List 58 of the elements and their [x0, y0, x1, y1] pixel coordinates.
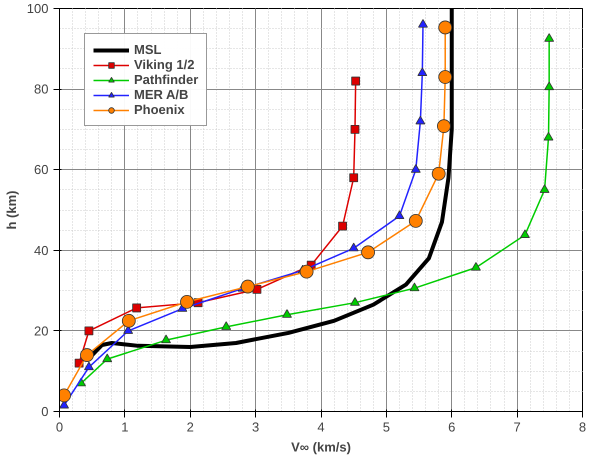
legend-label: Viking 1/2 [134, 57, 194, 72]
point [520, 229, 530, 238]
point [348, 242, 359, 252]
point [350, 125, 360, 134]
x-tick-label: 5 [382, 420, 390, 434]
legend-label: Pathfinder [134, 72, 198, 87]
point [338, 222, 347, 231]
x-tick-label: 1 [121, 420, 128, 434]
point [84, 362, 94, 370]
point [438, 70, 452, 84]
x-tick-label: 4 [317, 420, 325, 434]
point [221, 321, 232, 330]
point [438, 20, 452, 34]
point [102, 354, 112, 362]
point [544, 33, 554, 42]
y-axis-title: h (km) [4, 190, 19, 230]
legend-label: MER A/B [134, 87, 188, 102]
point [437, 119, 451, 134]
point [122, 314, 136, 328]
x-tick-label: 2 [186, 420, 194, 434]
y-tick-label: 100 [26, 1, 49, 16]
y-tick-label: 0 [41, 404, 49, 419]
point [180, 294, 194, 309]
x-tick-label: 6 [448, 420, 456, 434]
point [240, 280, 255, 294]
point [415, 116, 426, 124]
point [350, 297, 360, 306]
point [410, 164, 421, 173]
legend-label: MSL [134, 42, 162, 57]
x-axis-title: V∞ (km/s) [291, 440, 351, 454]
point [540, 184, 550, 193]
point [300, 264, 314, 279]
point [132, 304, 142, 312]
point [84, 326, 94, 336]
point [408, 214, 423, 228]
point [432, 166, 446, 181]
legend-label: Phoenix [134, 102, 185, 117]
point [410, 282, 420, 292]
point [417, 67, 428, 76]
point [544, 81, 554, 90]
point [471, 262, 481, 271]
y-tick-label: 60 [34, 162, 49, 178]
point [282, 309, 292, 318]
x-tick-label: 7 [514, 420, 521, 434]
point [349, 173, 358, 182]
point [361, 245, 375, 260]
y-tick-label: 80 [34, 82, 49, 97]
y-tick-label: 40 [34, 242, 49, 258]
point [394, 210, 404, 220]
x-tick-label: 3 [252, 420, 260, 434]
point [80, 348, 94, 362]
x-tick-label: 0 [56, 420, 64, 434]
point [161, 334, 171, 344]
y-tick-label: 20 [34, 323, 49, 338]
point [544, 132, 554, 140]
point [418, 19, 428, 28]
x-tick-label: 8 [578, 420, 586, 434]
point [351, 76, 360, 86]
